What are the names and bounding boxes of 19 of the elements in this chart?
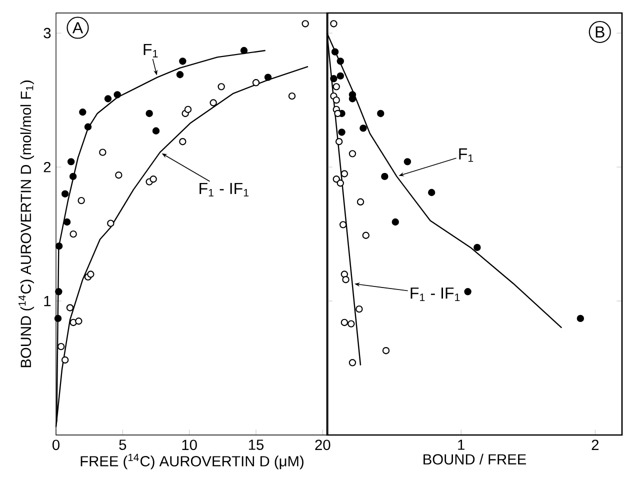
annotation: A [72,22,84,34]
annotation: B [596,26,604,38]
x-tick-label: 20 [315,440,330,450]
y-tick-label: 3 [44,28,51,38]
y-tick-label: 2 [44,162,51,172]
x-axis-title: BOUND / FREE [424,454,526,465]
annotation: F$_{1}$ [459,148,474,162]
annotation: F$_{1}$ - IF$_{1}$ [410,288,460,301]
y-tick-label: 1 [44,296,51,306]
x-axis-title: FREE ($^{14}$C) AUROVERTIN D (μM) [80,454,304,470]
y-axis-title: BOUND ($^{14}$C) AUROVERTIN D (mol/mol F$_{1}$) [18,80,34,368]
annotation: F$_{1}$ - IF$_{1}$ [200,182,249,196]
x-tick-label: 5 [119,440,126,450]
x-tick-label: 1 [458,440,464,450]
annotation: F$_{1}$ [144,44,158,58]
x-tick-label: 10 [182,440,197,450]
x-tick-label: 2 [592,440,599,450]
x-tick-label: 15 [248,440,264,450]
x-tick-label: 0 [52,440,60,450]
